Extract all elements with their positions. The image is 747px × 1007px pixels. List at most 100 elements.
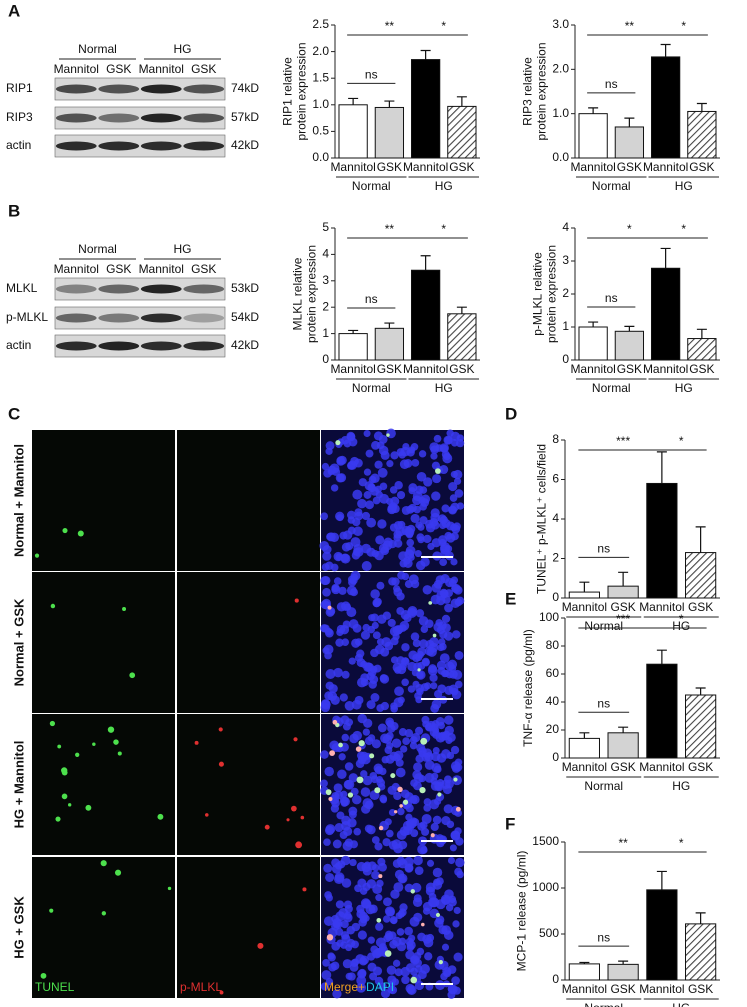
nucleus xyxy=(393,697,404,708)
tunel-spot xyxy=(34,553,40,558)
nucleus xyxy=(399,826,410,837)
nucleus xyxy=(325,669,336,680)
bar xyxy=(646,889,678,981)
nucleus xyxy=(373,948,383,958)
nucleus xyxy=(415,485,424,495)
significance-label: ns xyxy=(365,68,378,82)
nucleus xyxy=(401,643,410,652)
nucleus xyxy=(365,500,374,510)
y-tick-label: 2.0 xyxy=(312,44,329,58)
error-bar xyxy=(696,328,707,339)
nucleus xyxy=(398,450,407,459)
nucleus xyxy=(405,804,414,813)
nucleus xyxy=(353,458,363,468)
nucleus xyxy=(375,894,383,902)
nucleus xyxy=(438,638,446,646)
nucleus xyxy=(413,912,423,922)
blot-band xyxy=(140,84,182,94)
nucleus xyxy=(452,920,460,928)
nucleus xyxy=(333,667,343,678)
nucleus xyxy=(449,494,458,502)
image-row-label: Normal + Mannitol xyxy=(11,444,26,557)
nucleus xyxy=(348,437,358,447)
y-axis-label: p-MLKL relative xyxy=(530,252,544,336)
nucleus xyxy=(362,882,371,892)
nucleus xyxy=(423,804,432,812)
nucleus xyxy=(356,982,367,993)
x-tick-label: GSK xyxy=(449,160,474,174)
nucleus xyxy=(331,791,340,800)
tunel-spot xyxy=(61,793,68,800)
nucleus xyxy=(415,609,425,618)
tunel-spot xyxy=(122,607,127,612)
error-bar xyxy=(696,102,707,112)
nucleus xyxy=(372,884,383,895)
y-tick-label: 1.0 xyxy=(552,106,569,120)
nucleus xyxy=(408,650,418,660)
nucleus xyxy=(325,441,335,451)
tunel-spot xyxy=(417,668,421,672)
nucleus xyxy=(335,927,344,936)
pmlkl-spot xyxy=(326,934,334,941)
nucleus xyxy=(341,670,350,679)
nucleus xyxy=(368,680,377,689)
channel-label: DAPI xyxy=(366,980,394,994)
panel-label: C xyxy=(8,404,20,423)
nucleus xyxy=(441,816,451,826)
group-label: HG xyxy=(672,619,690,633)
nucleus xyxy=(367,861,377,871)
nucleus xyxy=(420,625,429,633)
nucleus xyxy=(369,772,378,780)
channel-label: p-MLKL xyxy=(180,980,222,994)
group-label: HG xyxy=(675,381,693,395)
bar xyxy=(646,663,678,759)
nucleus xyxy=(433,765,442,774)
nucleus xyxy=(401,975,410,985)
pmlkl-spot xyxy=(329,750,336,757)
nucleus xyxy=(430,594,441,605)
micrograph xyxy=(177,714,320,855)
nucleus xyxy=(429,673,438,682)
y-tick-label: 4 xyxy=(322,247,329,261)
tunel-spot xyxy=(432,633,437,638)
blot-band xyxy=(183,84,225,94)
nucleus xyxy=(323,863,333,873)
nucleus xyxy=(321,970,332,980)
nucleus xyxy=(411,669,419,677)
nucleus xyxy=(445,589,453,598)
blot-strip xyxy=(54,134,226,158)
nucleus xyxy=(454,867,463,876)
blot-band xyxy=(183,341,225,351)
error-bar xyxy=(695,526,706,553)
nucleus xyxy=(365,449,374,458)
nucleus xyxy=(366,700,376,710)
significance-label: ** xyxy=(385,222,395,236)
x-tick-label: Mannitol xyxy=(562,760,607,774)
nucleus xyxy=(380,989,391,999)
nucleus xyxy=(374,460,383,469)
x-tick-label: Mannitol xyxy=(643,362,688,376)
nucleus xyxy=(447,856,456,865)
nucleus xyxy=(331,583,340,593)
pmlkl-spot xyxy=(264,824,270,830)
tunel-spot xyxy=(335,440,341,446)
nucleus xyxy=(331,467,341,476)
nucleus xyxy=(357,498,367,509)
tunel-spot xyxy=(101,911,107,916)
x-tick-label: Mannitol xyxy=(570,362,615,376)
x-tick-label: Mannitol xyxy=(330,160,375,174)
blot-group-label: Normal xyxy=(78,242,117,256)
nucleus xyxy=(345,542,354,551)
nucleus xyxy=(367,625,376,634)
nucleus xyxy=(443,804,453,814)
nucleus xyxy=(320,624,329,633)
nucleus xyxy=(356,751,366,760)
x-tick-label: GSK xyxy=(610,760,635,774)
blot-band xyxy=(55,284,97,294)
nucleus xyxy=(417,536,425,544)
nucleus xyxy=(409,741,418,750)
y-tick-label: 3 xyxy=(322,273,329,287)
panel-label: B xyxy=(8,201,20,220)
blot-band xyxy=(183,141,225,151)
nucleus xyxy=(441,614,451,623)
